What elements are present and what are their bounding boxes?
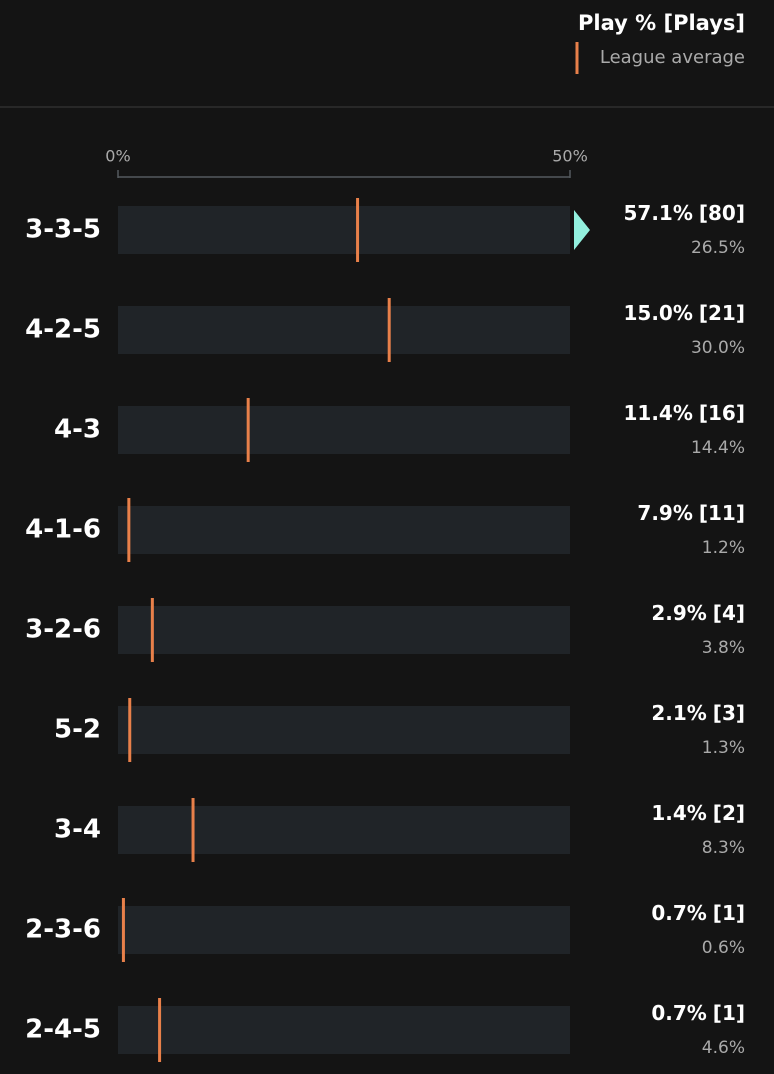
league-average-label: 3.8%: [702, 638, 745, 658]
league-average-label: 26.5%: [691, 238, 745, 258]
bar-track: [118, 906, 570, 954]
category-label: 2-3-6: [25, 915, 101, 945]
category-label: 3-4: [54, 815, 101, 845]
bar-track: [118, 1006, 570, 1054]
league-average-label: 8.3%: [702, 838, 745, 858]
value-label: 11.4% [16]: [623, 401, 745, 425]
league-average-label: 0.6%: [702, 938, 745, 958]
league-average-label: 1.3%: [702, 738, 745, 758]
category-label: 3-2-6: [25, 615, 101, 645]
bar-track: [118, 306, 570, 354]
play-count: [4]: [713, 601, 745, 625]
chart-title: Play % [Plays]: [578, 11, 745, 35]
category-label: 5-2: [54, 715, 101, 745]
play-count: [16]: [699, 401, 745, 425]
play-count: [2]: [713, 801, 745, 825]
value-label: 57.1% [80]: [623, 201, 745, 225]
bar-track: [118, 506, 570, 554]
value-label: 2.1% [3]: [651, 701, 745, 725]
bar-track: [118, 806, 570, 854]
play-percent: 0.7%: [651, 901, 706, 925]
category-label: 4-2-5: [25, 315, 101, 345]
value-label: 0.7% [1]: [651, 901, 745, 925]
play-count: [1]: [713, 901, 745, 925]
value-label: 2.9% [4]: [651, 601, 745, 625]
play-percent: 15.0%: [623, 301, 692, 325]
play-count: [1]: [713, 1001, 745, 1025]
overflow-arrow: [574, 210, 590, 250]
value-label: 0.7% [1]: [651, 1001, 745, 1025]
league-average-label: 30.0%: [691, 338, 745, 358]
play-percent: 7.9%: [637, 501, 692, 525]
bar-track: [118, 606, 570, 654]
play-percent: 2.1%: [651, 701, 706, 725]
x-tick-label: 0%: [105, 147, 130, 166]
play-percent: 0.7%: [651, 1001, 706, 1025]
value-label: 15.0% [21]: [623, 301, 745, 325]
x-tick-label: 50%: [552, 147, 588, 166]
play-count: [3]: [713, 701, 745, 725]
bar-track: [118, 406, 570, 454]
bar-track: [118, 706, 570, 754]
league-average-label: 4.6%: [702, 1038, 745, 1058]
category-label: 2-4-5: [25, 1015, 101, 1045]
value-label: 7.9% [11]: [637, 501, 745, 525]
play-count: [21]: [699, 301, 745, 325]
play-percent: 1.4%: [651, 801, 706, 825]
play-count: [11]: [699, 501, 745, 525]
league-average-label: 1.2%: [702, 538, 745, 558]
category-label: 3-3-5: [25, 215, 101, 245]
play-percent: 11.4%: [623, 401, 692, 425]
league-average-label: 14.4%: [691, 438, 745, 458]
bar-track: [118, 206, 570, 254]
category-label: 4-3: [54, 415, 101, 445]
legend-label: League average: [600, 47, 745, 68]
play-count: [80]: [699, 201, 745, 225]
play-percent: 2.9%: [651, 601, 706, 625]
play-percent: 57.1%: [623, 201, 692, 225]
value-label: 1.4% [2]: [651, 801, 745, 825]
category-label: 4-1-6: [25, 515, 101, 545]
